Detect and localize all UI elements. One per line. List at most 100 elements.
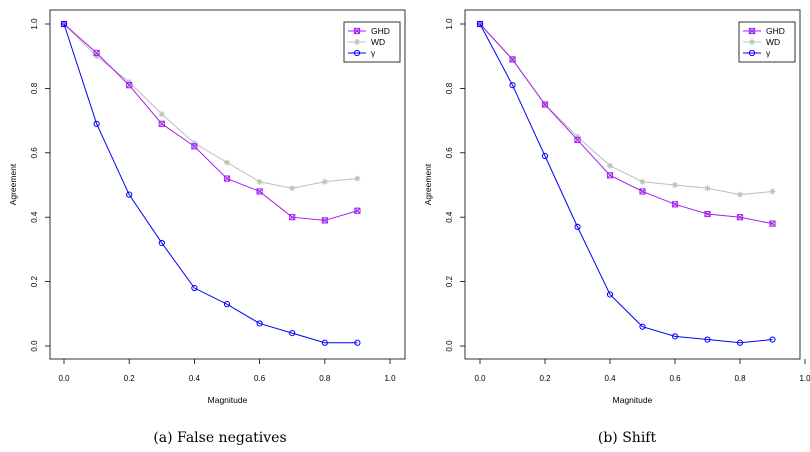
y-tick-label: 0.4 [30,211,39,223]
data-point [354,339,361,346]
legend-label: GHD [766,26,785,36]
data-point [769,336,776,343]
x-tick-label: 0.8 [319,374,331,383]
data-point [639,188,646,195]
series-line [479,23,773,225]
x-tick-label: 0.6 [669,374,681,383]
data-point [639,323,646,330]
data-point [256,188,263,195]
x-tick-label: 0.8 [734,374,746,383]
legend-label: γ [371,48,376,58]
x-tick-label: 1.0 [799,374,810,383]
data-point [509,82,516,89]
data-point [574,133,581,140]
legend-marker [749,39,755,45]
legend-marker [353,27,361,35]
plot-frame [464,9,801,360]
data-point [93,120,100,127]
series-wd [477,21,776,198]
plot-frame [49,9,406,360]
y-tick-label: 0.8 [30,82,39,94]
data-point [126,82,133,89]
y-axis-label: Agreement [423,163,433,205]
data-point [769,220,776,227]
data-point [671,333,679,340]
x-tick-label: 0.6 [254,374,266,383]
x-tick-label: 0.2 [539,374,551,383]
data-point [158,120,165,127]
legend-label: GHD [371,26,390,36]
data-point [289,185,296,192]
legend-item: WD [348,37,385,47]
data-point [93,49,100,57]
legend-item: GHD [348,26,390,36]
data-point [126,191,133,198]
data-point [289,330,296,337]
data-point [191,284,198,292]
x-tick-label: 0.2 [124,374,136,383]
data-point [354,207,361,214]
panel-caption: (a) False negatives [153,430,286,446]
x-axis-label: Magnitude [208,395,248,405]
data-point [736,339,744,346]
y-tick-label: 0.0 [445,340,454,352]
series-ghd [60,20,361,224]
data-point [321,339,328,346]
data-point [223,175,231,182]
x-tick-label: 0.0 [474,374,486,383]
panel-caption: (b) Shift [598,430,657,446]
data-point [704,210,711,218]
data-point [158,239,165,247]
data-point [541,152,549,160]
data-point [704,185,711,192]
data-point [607,162,613,169]
series-wd [61,21,361,192]
legend-marker [354,39,360,45]
legend-marker [353,49,361,57]
series-line [63,23,358,189]
legend-label: γ [766,48,771,58]
data-point [256,320,263,327]
legend-label: WD [371,37,385,47]
legend-marker [748,27,756,35]
data-point [191,140,198,147]
chart-panel-a: 0.0 0.2 0.4 0.6 0.8 1.0 0.0 0.2 0.4 0.6 0.8 1.0 Magn… [8,9,406,446]
data-point [321,178,328,185]
y-tick-label: 1.0 [445,18,454,30]
y-tick-label: 0.4 [445,211,454,223]
data-point [289,214,296,221]
y-tick-label: 0.6 [445,147,454,159]
legend-item: γ [743,48,771,58]
data-point [93,53,100,60]
data-point [476,20,484,28]
data-point [354,175,361,182]
series-ghd [476,20,776,227]
legend-item: γ [348,48,376,58]
data-point [223,301,231,308]
y-tick-label: 0.2 [30,275,39,287]
series-γ [60,20,361,346]
data-point [574,223,581,230]
series-line [479,23,773,344]
data-point [191,143,198,150]
data-point [736,214,744,221]
x-tick-label: 0.4 [604,374,616,383]
data-point [737,191,743,198]
y-tick-label: 0.0 [30,340,39,352]
x-tick-label: 1.0 [384,374,396,383]
data-point [606,291,614,298]
data-point [509,56,516,63]
data-point [574,136,581,144]
data-point [671,201,679,208]
data-point [60,20,68,28]
y-tick-label: 0.6 [30,147,39,159]
y-axis-label: Agreement [8,163,18,205]
data-point [769,188,776,195]
legend-label: WD [766,37,780,47]
legend-item: WD [743,37,780,47]
legend-item: GHD [743,26,785,36]
chart-panel-b: 0.0 0.2 0.4 0.6 0.8 1.0 0.0 0.2 0.4 0.6 0.8 1.0 Magn… [423,9,810,446]
